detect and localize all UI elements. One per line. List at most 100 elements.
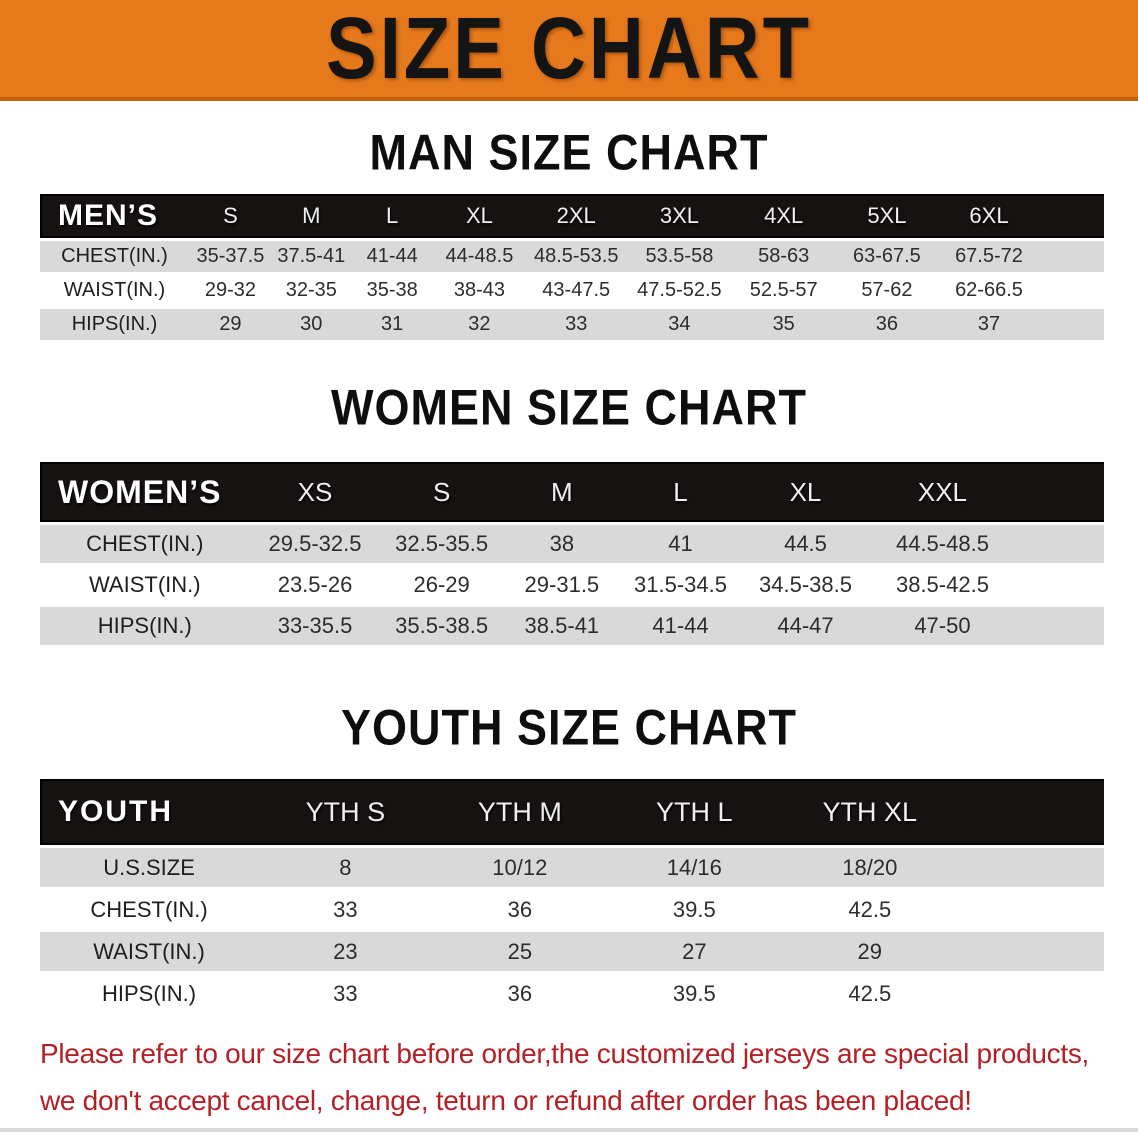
size-cell: 63-67.5 <box>835 241 938 272</box>
size-cell: 31.5-34.5 <box>620 566 741 604</box>
row-label: CHEST(IN.) <box>40 890 259 929</box>
size-cell: 37 <box>937 309 1104 340</box>
column-header: L <box>350 194 434 238</box>
size-cell: 23.5-26 <box>249 566 381 604</box>
size-cell: 53.5-58 <box>627 241 732 272</box>
size-cell: 34.5-38.5 <box>740 566 871 604</box>
table-row: HIPS(IN.) 29 30 31 32 33 34 35 36 37 <box>40 309 1104 340</box>
table-row: HIPS(IN.) 33 36 39.5 42.5 <box>40 974 1104 1013</box>
size-cell: 52.5-57 <box>731 275 836 306</box>
women-size-table: WOMEN’S XS S M L XL XXL CHEST(IN.) 29.5-32.5 32.5… <box>40 459 1104 648</box>
table-row: WAIST(IN.) 29-32 32-35 35-38 38-43 43-47.5 47.… <box>40 275 1104 306</box>
row-label: WAIST(IN.) <box>40 932 259 971</box>
size-cell: 31 <box>350 309 434 340</box>
size-cell: 44.5 <box>740 525 871 563</box>
disclaimer-line-1: Please refer to our size chart before or… <box>40 1038 1090 1069</box>
size-cell: 38.5-41 <box>502 607 621 645</box>
column-header: XS <box>249 462 381 522</box>
size-cell: 35 <box>731 309 836 340</box>
size-cell: 33 <box>258 974 433 1013</box>
size-cell: 44-47 <box>740 607 871 645</box>
size-cell: 44-48.5 <box>433 241 526 272</box>
table-row: WAIST(IN.) 23.5-26 26-29 29-31.5 31.5-34.5 34… <box>40 566 1104 604</box>
column-header: YTH XL <box>781 779 1104 845</box>
youth-size-table: YOUTH YTH S YTH M YTH L YTH XL U.S.SIZE 8 10/12… <box>40 776 1104 1016</box>
group-label: MEN’S <box>40 194 189 238</box>
size-cell: 38.5-42.5 <box>870 566 1104 604</box>
size-cell: 35.5-38.5 <box>380 607 503 645</box>
column-header: M <box>502 462 621 522</box>
group-label: WOMEN’S <box>40 462 250 522</box>
size-cell: 42.5 <box>781 890 1104 929</box>
size-cell: 26-29 <box>380 566 503 604</box>
column-header: XL <box>740 462 871 522</box>
column-header: 6XL <box>937 194 1104 238</box>
man-size-chart-title: MAN SIZE CHART <box>369 123 769 181</box>
column-header: YTH M <box>432 779 608 845</box>
size-cell: 37.5-41 <box>271 241 351 272</box>
size-cell: 35-38 <box>350 275 434 306</box>
size-cell: 44.5-48.5 <box>870 525 1104 563</box>
size-cell: 48.5-53.5 <box>525 241 628 272</box>
size-cell: 41 <box>620 525 741 563</box>
size-cell: 33 <box>258 890 433 929</box>
size-cell: 8 <box>258 848 433 887</box>
size-cell: 27 <box>607 932 782 971</box>
banner: SIZE CHART <box>0 0 1138 101</box>
row-label: U.S.SIZE <box>40 848 259 887</box>
column-header: XL <box>433 194 526 238</box>
size-cell: 36 <box>432 890 608 929</box>
size-cell: 29-32 <box>188 275 272 306</box>
column-header: 2XL <box>525 194 628 238</box>
table-row: CHEST(IN.) 35-37.5 37.5-41 41-44 44-48.5 48.5… <box>40 241 1104 272</box>
row-label: HIPS(IN.) <box>40 607 250 645</box>
size-cell: 30 <box>271 309 351 340</box>
size-cell: 29 <box>188 309 272 340</box>
row-label: WAIST(IN.) <box>40 566 250 604</box>
women-size-section: WOMEN SIZE CHART WOMEN’S XS S M L XL XXL CHEST(I… <box>0 343 1138 648</box>
table-row: WAIST(IN.) 23 25 27 29 <box>40 932 1104 971</box>
size-cell: 42.5 <box>781 974 1104 1013</box>
column-header: S <box>188 194 272 238</box>
table-row: HIPS(IN.) 33-35.5 35.5-38.5 38.5-41 41-44 44-… <box>40 607 1104 645</box>
group-label: YOUTH <box>40 779 259 845</box>
size-cell: 29 <box>781 932 1104 971</box>
size-cell: 32.5-35.5 <box>380 525 503 563</box>
size-cell: 57-62 <box>835 275 938 306</box>
disclaimer: Please refer to our size chart before or… <box>40 1030 1108 1124</box>
column-header: S <box>380 462 503 522</box>
size-cell: 25 <box>432 932 608 971</box>
column-header: M <box>271 194 351 238</box>
column-header: 4XL <box>731 194 836 238</box>
size-cell: 41-44 <box>350 241 434 272</box>
row-label: HIPS(IN.) <box>40 974 259 1013</box>
size-cell: 38 <box>502 525 621 563</box>
row-label: HIPS(IN.) <box>40 309 189 340</box>
bottom-edge-line <box>0 1128 1138 1132</box>
row-label: WAIST(IN.) <box>40 275 189 306</box>
size-cell: 33 <box>525 309 628 340</box>
size-cell: 67.5-72 <box>937 241 1104 272</box>
size-cell: 36 <box>835 309 938 340</box>
size-cell: 33-35.5 <box>249 607 381 645</box>
size-cell: 29-31.5 <box>502 566 621 604</box>
man-size-section: MAN SIZE CHART MEN’S S M L XL 2XL 3XL 4XL 5XL 6XL C… <box>0 101 1138 343</box>
disclaimer-line-2: we don't accept cancel, change, teturn o… <box>40 1085 972 1116</box>
size-cell: 29.5-32.5 <box>249 525 381 563</box>
row-label: CHEST(IN.) <box>40 525 250 563</box>
size-cell: 32-35 <box>271 275 351 306</box>
page-title: SIZE CHART <box>326 0 812 98</box>
size-cell: 18/20 <box>781 848 1104 887</box>
column-header: YTH S <box>258 779 433 845</box>
table-row: CHEST(IN.) 29.5-32.5 32.5-35.5 38 41 44.5 44.5… <box>40 525 1104 563</box>
size-cell: 43-47.5 <box>525 275 628 306</box>
size-cell: 14/16 <box>607 848 782 887</box>
size-chart-sections: MAN SIZE CHART MEN’S S M L XL 2XL 3XL 4XL 5XL 6XL C… <box>0 101 1138 1016</box>
header-row: MEN’S S M L XL 2XL 3XL 4XL 5XL 6XL <box>40 194 1104 238</box>
women-size-chart-title: WOMEN SIZE CHART <box>331 378 807 436</box>
man-size-table: MEN’S S M L XL 2XL 3XL 4XL 5XL 6XL CHEST(IN.) 35-37… <box>40 191 1104 343</box>
size-cell: 41-44 <box>620 607 741 645</box>
size-cell: 34 <box>627 309 732 340</box>
header-row: WOMEN’S XS S M L XL XXL <box>40 462 1104 522</box>
